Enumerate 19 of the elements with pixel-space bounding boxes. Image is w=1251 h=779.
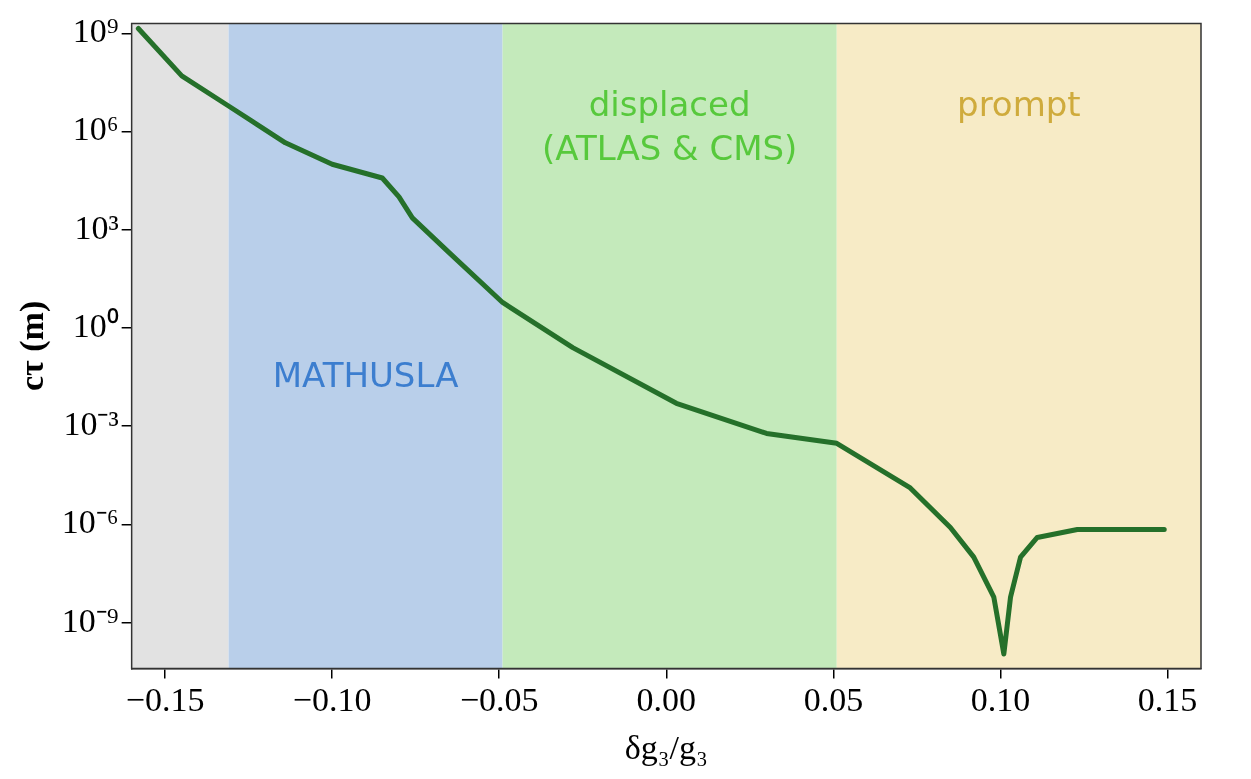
x-axis-title: δg₃/g₃: [624, 728, 708, 766]
y-axis-title: cτ (m): [13, 300, 52, 392]
x-tick-label: −0.10: [292, 680, 372, 718]
x-tick-label: 0.15: [1137, 680, 1198, 718]
band-label: displaced (ATLAS & CMS): [542, 84, 798, 169]
x-tick-label: 0.00: [636, 680, 697, 718]
band-label: MATHUSLA: [272, 354, 459, 395]
x-tick-label: 0.05: [803, 680, 864, 718]
y-tick-label: 10⁻³: [63, 405, 119, 443]
x-tick-label: −0.15: [125, 680, 205, 718]
y-tick-label: 10³: [74, 208, 119, 246]
y-tick-label: 10⁻⁹: [61, 601, 119, 639]
x-tick-label: 0.10: [970, 680, 1031, 718]
y-tick-label: 10⁶: [72, 110, 119, 148]
y-tick-label: 10⁹: [72, 12, 119, 50]
y-tick-label: 10⁰: [72, 306, 119, 344]
band-label: prompt: [957, 84, 1081, 125]
x-tick-label: −0.05: [459, 680, 539, 718]
y-tick-label: 10⁻⁶: [61, 503, 119, 541]
